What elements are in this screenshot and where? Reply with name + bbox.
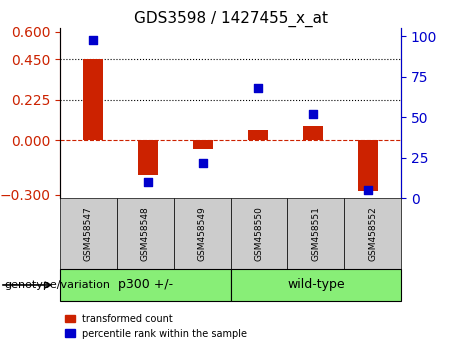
Title: GDS3598 / 1427455_x_at: GDS3598 / 1427455_x_at (134, 11, 327, 27)
Text: GSM458547: GSM458547 (84, 206, 93, 261)
Point (89, 37, 97, 42)
Text: wild-type: wild-type (287, 279, 345, 291)
Bar (138, 141, 158, 175)
Legend: transformed count, percentile rank within the sample: transformed count, percentile rank withi… (65, 314, 247, 338)
Bar (359, 141, 378, 191)
Bar (303, 126, 323, 141)
Text: GSM458552: GSM458552 (368, 206, 377, 261)
Point (199, 160, 207, 165)
Point (364, 187, 372, 193)
Point (254, 85, 262, 91)
Point (309, 111, 317, 117)
Text: GSM458548: GSM458548 (141, 206, 150, 261)
Point (144, 179, 152, 185)
Text: p300 +/-: p300 +/- (118, 279, 173, 291)
Bar (83, 59, 103, 141)
Text: GSM458549: GSM458549 (198, 206, 207, 261)
Bar (193, 141, 213, 149)
Bar (248, 130, 268, 141)
Text: genotype/variation: genotype/variation (5, 280, 111, 290)
Text: GSM458551: GSM458551 (311, 206, 320, 261)
Text: GSM458550: GSM458550 (254, 206, 263, 261)
